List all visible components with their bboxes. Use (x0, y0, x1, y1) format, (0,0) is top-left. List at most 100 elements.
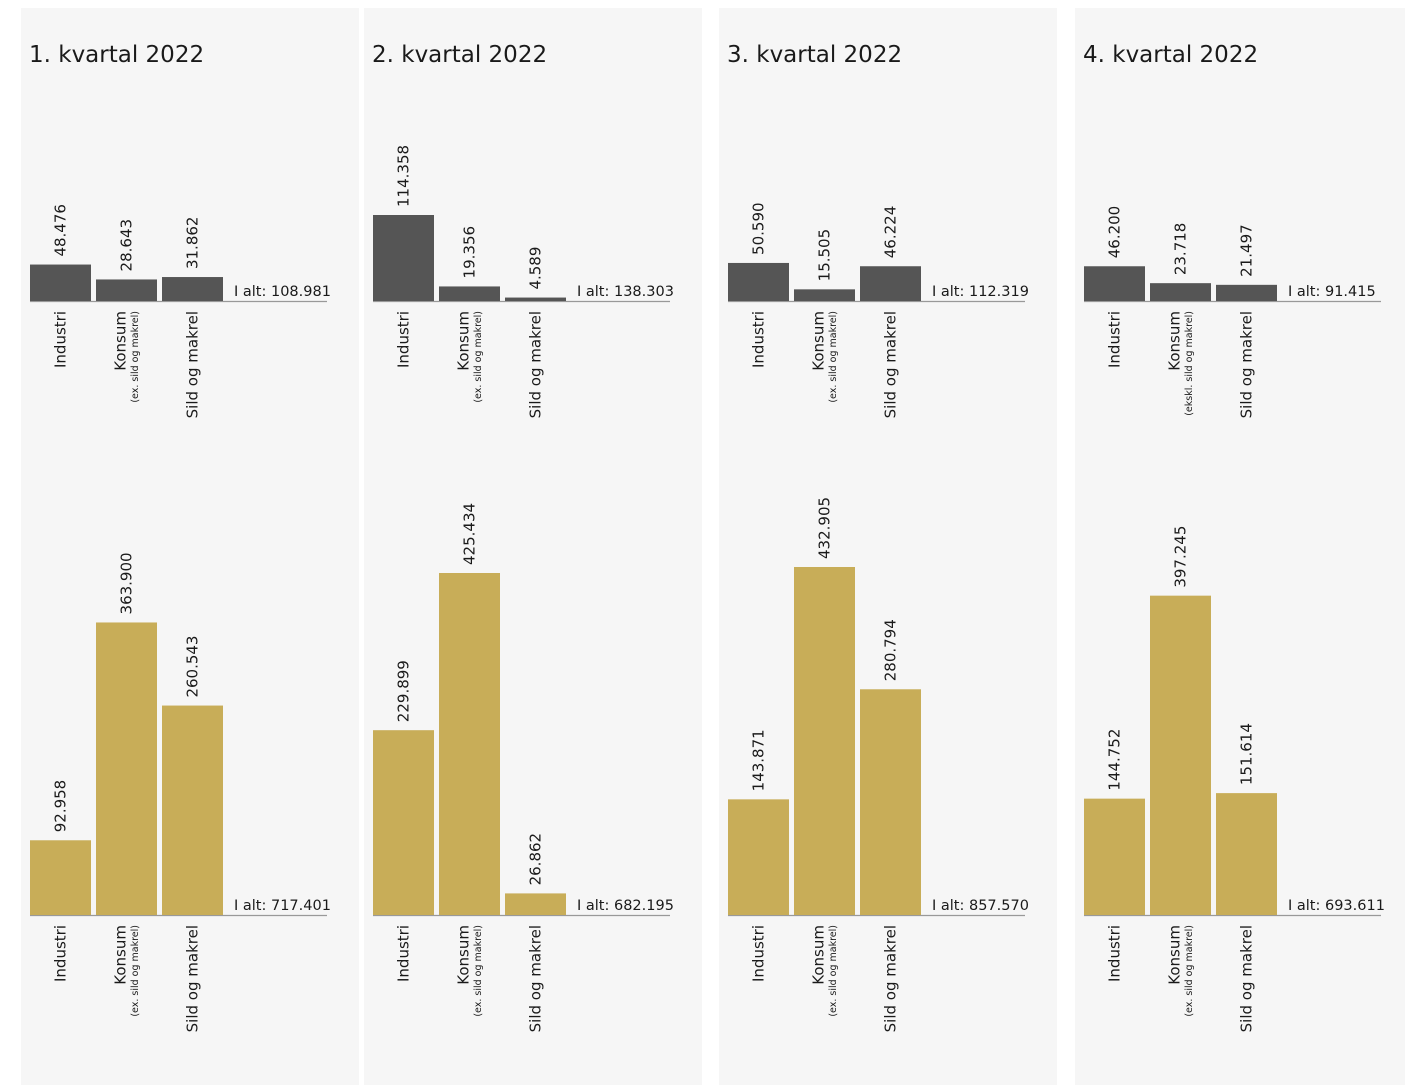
top-bar (1150, 283, 1211, 301)
bottom-category-sublabel: (ex. sild og makrel) (1184, 925, 1195, 1017)
bottom-value-label: 151.614 (1238, 723, 1256, 785)
top-bar (162, 277, 223, 301)
bottom-category-label: Sild og makrel (1238, 925, 1256, 1032)
top-category-sublabel: (ex. sild og makrel) (828, 311, 839, 403)
top-bar (96, 279, 157, 301)
bottom-category-label: Sild og makrel (527, 925, 545, 1032)
panel-title: 3. kvartal 2022 (727, 42, 903, 68)
bottom-value-label: 229.899 (395, 660, 413, 722)
bottom-bar (30, 840, 91, 915)
bottom-category-label: Konsum (810, 925, 828, 985)
top-bar (505, 297, 566, 301)
bottom-bar (1084, 798, 1145, 915)
bottom-bar (728, 799, 789, 915)
bottom-value-label: 397.245 (1172, 526, 1190, 588)
top-total-label: I alt: 108.981 (234, 284, 331, 300)
bottom-value-label: 26.862 (527, 833, 545, 886)
panel-title: 1. kvartal 2022 (29, 42, 205, 68)
top-category-label: Sild og makrel (184, 311, 202, 418)
bottom-category-label: Industri (750, 925, 768, 982)
top-bar (30, 264, 91, 301)
top-value-label: 28.643 (118, 219, 136, 272)
bottom-value-label: 92.958 (52, 780, 70, 833)
bottom-value-label: 425.434 (461, 503, 479, 565)
top-category-sublabel: (ekskl. sild og makrel) (1184, 311, 1195, 416)
top-value-label: 114.358 (395, 145, 413, 207)
bottom-category-label: Konsum (1166, 925, 1184, 985)
top-total-label: I alt: 138.303 (577, 284, 674, 300)
bottom-bar (794, 566, 855, 915)
top-value-label: 21.497 (1238, 224, 1256, 277)
bottom-category-label: Konsum (112, 925, 130, 985)
top-value-label: 31.862 (184, 217, 202, 270)
top-category-label: Industri (1106, 311, 1124, 368)
bottom-total-label: I alt: 682.195 (577, 898, 674, 914)
top-category-label: Sild og makrel (1238, 311, 1256, 418)
top-bar (439, 286, 500, 301)
bottom-bar (1150, 595, 1211, 915)
top-value-label: 46.224 (882, 206, 900, 259)
bottom-total-label: I alt: 717.401 (234, 898, 331, 914)
top-category-label: Sild og makrel (882, 311, 900, 418)
top-value-label: 19.356 (461, 226, 479, 279)
top-bar (728, 262, 789, 301)
bottom-category-label: Industri (395, 925, 413, 982)
top-value-label: 15.505 (816, 229, 834, 282)
top-total-label: I alt: 112.319 (932, 284, 1029, 300)
top-category-sublabel: (ex. sild og makrel) (473, 311, 484, 403)
top-value-label: 23.718 (1172, 223, 1190, 276)
top-category-label: Konsum (455, 311, 473, 371)
bottom-total-label: I alt: 857.570 (932, 898, 1029, 914)
top-bar (1216, 284, 1277, 301)
bottom-value-label: 432.905 (816, 497, 834, 559)
top-category-label: Sild og makrel (527, 311, 545, 418)
bottom-category-label: Industri (52, 925, 70, 982)
panel-q2: 2. kvartal 2022 114.358 Industri 19.356 Kon… (364, 8, 702, 1085)
bottom-value-label: 260.543 (184, 636, 202, 698)
top-bar (794, 289, 855, 301)
top-category-label: Industri (750, 311, 768, 368)
bottom-category-label: Sild og makrel (184, 925, 202, 1032)
bottom-category-sublabel: (ex. sild og makrel) (828, 925, 839, 1017)
panel-q3: 3. kvartal 2022 50.590 Industri 15.505 Kons… (719, 8, 1057, 1085)
panel-q4: 4. kvartal 2022 46.200 Industri 23.718 Kons… (1075, 8, 1405, 1085)
top-category-sublabel: (ex. sild og makrel) (130, 311, 141, 403)
top-value-label: 4.589 (527, 247, 545, 290)
panel-title: 2. kvartal 2022 (372, 42, 548, 68)
top-category-label: Konsum (810, 311, 828, 371)
bottom-total-label: I alt: 693.611 (1288, 898, 1385, 914)
bottom-value-label: 143.871 (750, 729, 768, 791)
bottom-bar (1216, 793, 1277, 915)
top-category-label: Industri (395, 311, 413, 368)
bottom-value-label: 144.752 (1106, 729, 1124, 791)
bottom-bar (860, 689, 921, 915)
top-bar (860, 266, 921, 301)
bottom-value-label: 363.900 (118, 552, 136, 614)
top-category-label: Konsum (1166, 311, 1184, 371)
bottom-category-label: Sild og makrel (882, 925, 900, 1032)
top-value-label: 48.476 (52, 204, 70, 257)
panel-title: 4. kvartal 2022 (1083, 42, 1259, 68)
bottom-bar (96, 622, 157, 915)
bottom-bar (505, 893, 566, 915)
bottom-bar (162, 705, 223, 915)
top-bar (373, 215, 434, 301)
bottom-category-sublabel: (ex. sild og makrel) (473, 925, 484, 1017)
top-category-label: Konsum (112, 311, 130, 371)
bottom-value-label: 280.794 (882, 619, 900, 681)
panel-q1: 1. kvartal 2022 48.476 Industri 28.643 Kons… (21, 8, 359, 1085)
top-bar (1084, 266, 1145, 301)
bottom-category-sublabel: (ex. sild og makrel) (130, 925, 141, 1017)
top-value-label: 50.590 (750, 202, 768, 255)
bottom-category-label: Konsum (455, 925, 473, 985)
top-total-label: I alt: 91.415 (1288, 284, 1376, 300)
top-value-label: 46.200 (1106, 206, 1124, 259)
bottom-bar (439, 573, 500, 915)
bottom-category-label: Industri (1106, 925, 1124, 982)
bottom-bar (373, 730, 434, 915)
top-category-label: Industri (52, 311, 70, 368)
